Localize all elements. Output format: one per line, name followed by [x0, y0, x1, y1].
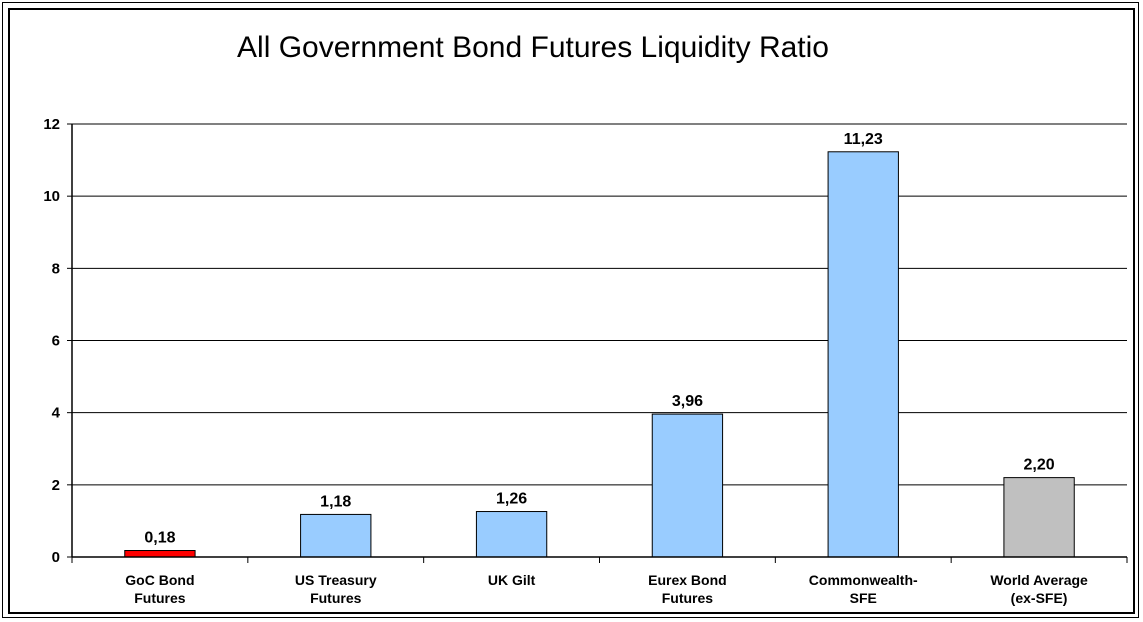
x-axis-ticks: GoC Bond Futures US Treasury Futures UK Gilt…	[71, 557, 1128, 606]
y-tick-label: 12	[43, 116, 60, 133]
data-label: 3,96	[672, 393, 703, 410]
x-tick-label-line: Commonwealth-	[809, 572, 918, 588]
x-tick-label: World Average (ex-SFE)	[990, 572, 1088, 606]
y-tick-label: 0	[52, 549, 60, 566]
x-tick-label-line: Futures	[662, 590, 714, 606]
x-tick-label-line: GoC Bond	[125, 572, 194, 588]
y-tick-label: 2	[52, 477, 60, 494]
x-tick-label-line: World Average	[990, 572, 1088, 588]
x-tick-label-line: (ex-SFE)	[1011, 590, 1068, 606]
bars	[124, 151, 1075, 558]
chart-area	[8, 8, 1135, 614]
x-tick-label-line: Eurex Bond	[648, 572, 727, 588]
x-tick-label-line: Futures	[310, 590, 362, 606]
data-label: 1,18	[320, 493, 351, 510]
data-label: 11,23	[844, 131, 883, 148]
x-tick-label: Commonwealth- SFE	[809, 572, 918, 606]
x-tick-label: US Treasury Futures	[295, 572, 377, 606]
bar	[827, 151, 899, 558]
y-tick-label: 10	[43, 188, 60, 205]
bar	[1003, 477, 1075, 558]
bar	[651, 413, 724, 558]
chart-title: All Government Bond Futures Liquidity Ra…	[237, 31, 829, 64]
y-tick-label: 6	[52, 333, 60, 350]
data-labels: 0,18 1,18 1,26 3,96 11,23 2,20	[144, 131, 1054, 547]
x-tick-label-line: Futures	[134, 590, 186, 606]
grid-lines	[72, 123, 1127, 486]
x-tick-label: GoC Bond Futures	[125, 572, 194, 606]
bar	[124, 550, 196, 558]
x-tick-label-line: SFE	[850, 590, 877, 606]
x-tick-label: Eurex Bond Futures	[648, 572, 727, 606]
y-tick-label: 4	[52, 405, 61, 422]
data-label: 1,26	[496, 491, 527, 508]
x-tick-label-line: US Treasury	[295, 572, 377, 588]
x-tick-label: UK Gilt	[488, 572, 536, 588]
data-label: 0,18	[144, 530, 175, 547]
y-axis-ticks: 0 2 4 6 8 10 12	[43, 116, 72, 566]
x-tick-label-line: UK Gilt	[488, 572, 536, 588]
bar	[300, 513, 372, 558]
y-tick-label: 8	[52, 260, 60, 277]
bar	[475, 511, 548, 558]
data-label: 2,20	[1024, 457, 1055, 474]
